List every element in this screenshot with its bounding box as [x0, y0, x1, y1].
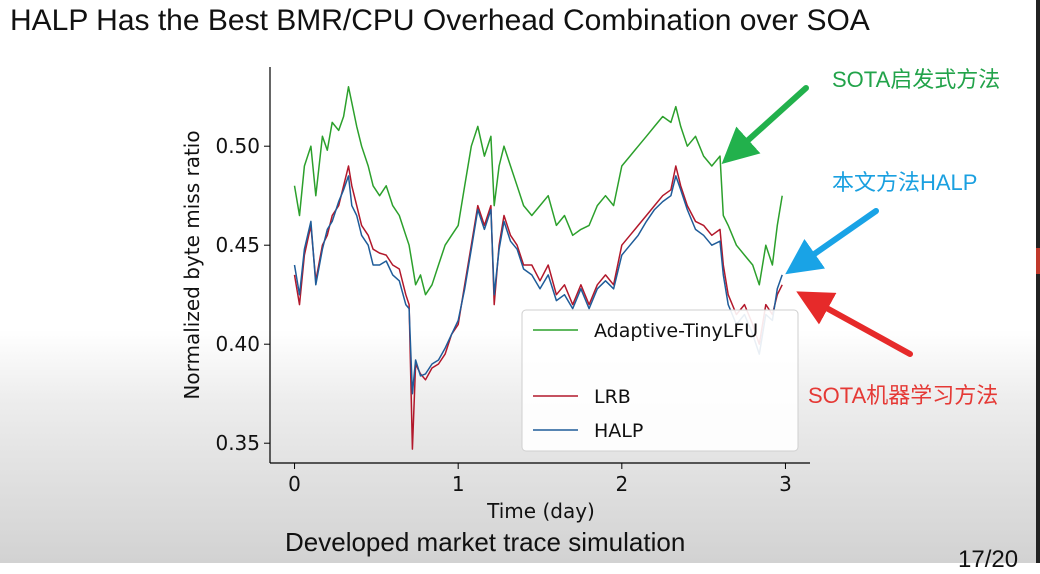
x-tick-label: 0 [288, 472, 301, 496]
x-tick-label: 2 [615, 472, 628, 496]
y-tick-label: 0.35 [215, 431, 260, 455]
y-tick-label: 0.50 [215, 134, 260, 158]
legend-label-halp: HALP [594, 420, 643, 442]
arrow-halp [785, 208, 879, 275]
legend-box [521, 309, 799, 452]
window-edge-marker [1036, 248, 1040, 274]
annotation-sota-heuristic: SOTA启发式方法 [832, 67, 1001, 92]
series-line-halp [293, 175, 783, 395]
y-axis-label: Normalized byte miss ratio [180, 130, 204, 399]
chart-caption: Developed market trace simulation [285, 527, 686, 557]
x-ticks: 0 1 2 3 [288, 463, 792, 496]
plot-lines [293, 86, 783, 450]
x-axis-label: Time (day) [486, 499, 595, 523]
page-number: 17/20 [958, 546, 1019, 573]
legend-label-adaptive-tinylfu: Adaptive-TinyLFU [594, 320, 758, 342]
arrow-ml [796, 291, 913, 357]
slide-title: HALP Has the Best BMR/CPU Overhead Combi… [10, 4, 870, 37]
legend-label-lrb: LRB [594, 386, 631, 408]
annotation-sota-ml: SOTA机器学习方法 [808, 383, 999, 408]
arrow-heuristic [721, 85, 809, 165]
legend: Adaptive-TinyLFU LRB HALP [521, 309, 799, 452]
x-tick-label: 3 [779, 472, 792, 496]
series-line-lrb [293, 165, 783, 450]
x-tick-label: 1 [452, 472, 465, 496]
annotation-halp: 本文方法HALP [832, 170, 978, 195]
y-tick-label: 0.45 [215, 233, 260, 257]
series-line-adaptive-tinylfu [293, 86, 783, 296]
window-edge [1036, 0, 1040, 563]
y-ticks: 0.35 0.40 0.45 0.50 [215, 134, 270, 455]
y-tick-label: 0.40 [215, 332, 260, 356]
